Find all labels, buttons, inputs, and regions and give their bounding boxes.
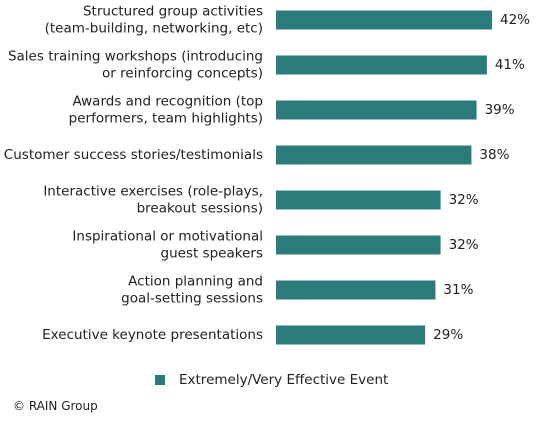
category-label: Sales training workshops (introducing [8, 49, 263, 65]
category-label: Executive keynote presentations [42, 327, 263, 343]
value-label: 38% [479, 147, 509, 163]
category-label: guest speakers [161, 246, 263, 262]
bar [276, 145, 472, 165]
category-label: Action planning and [128, 274, 263, 290]
value-label: 39% [485, 102, 515, 118]
category-label: Structured group activities [83, 4, 263, 20]
category-label: breakout sessions) [137, 201, 263, 217]
value-label: 41% [495, 57, 525, 73]
bar [276, 280, 436, 300]
bar [276, 325, 426, 345]
value-label: 32% [449, 192, 479, 208]
category-label: Interactive exercises (role-plays, [43, 184, 263, 200]
credit-text: © RAIN Group [13, 399, 98, 413]
bar [276, 190, 441, 210]
category-label: performers, team highlights) [69, 111, 263, 127]
legend-label: Extremely/Very Effective Event [179, 372, 388, 388]
bar [276, 100, 477, 120]
category-label: Awards and recognition (top [72, 94, 263, 110]
category-label: goal-setting sessions [121, 291, 263, 307]
bar [276, 55, 487, 75]
category-label: or reinforcing concepts) [102, 66, 263, 82]
category-label: Customer success stories/testimonials [4, 147, 263, 163]
value-label: 42% [500, 12, 530, 28]
bar [276, 10, 492, 30]
legend-swatch [155, 375, 165, 385]
value-label: 32% [449, 237, 479, 253]
value-label: 31% [443, 282, 473, 298]
value-label: 29% [433, 327, 463, 343]
category-label: (team-building, networking, etc) [45, 21, 263, 37]
bar [276, 235, 441, 255]
category-label: Inspirational or motivational [72, 229, 263, 245]
